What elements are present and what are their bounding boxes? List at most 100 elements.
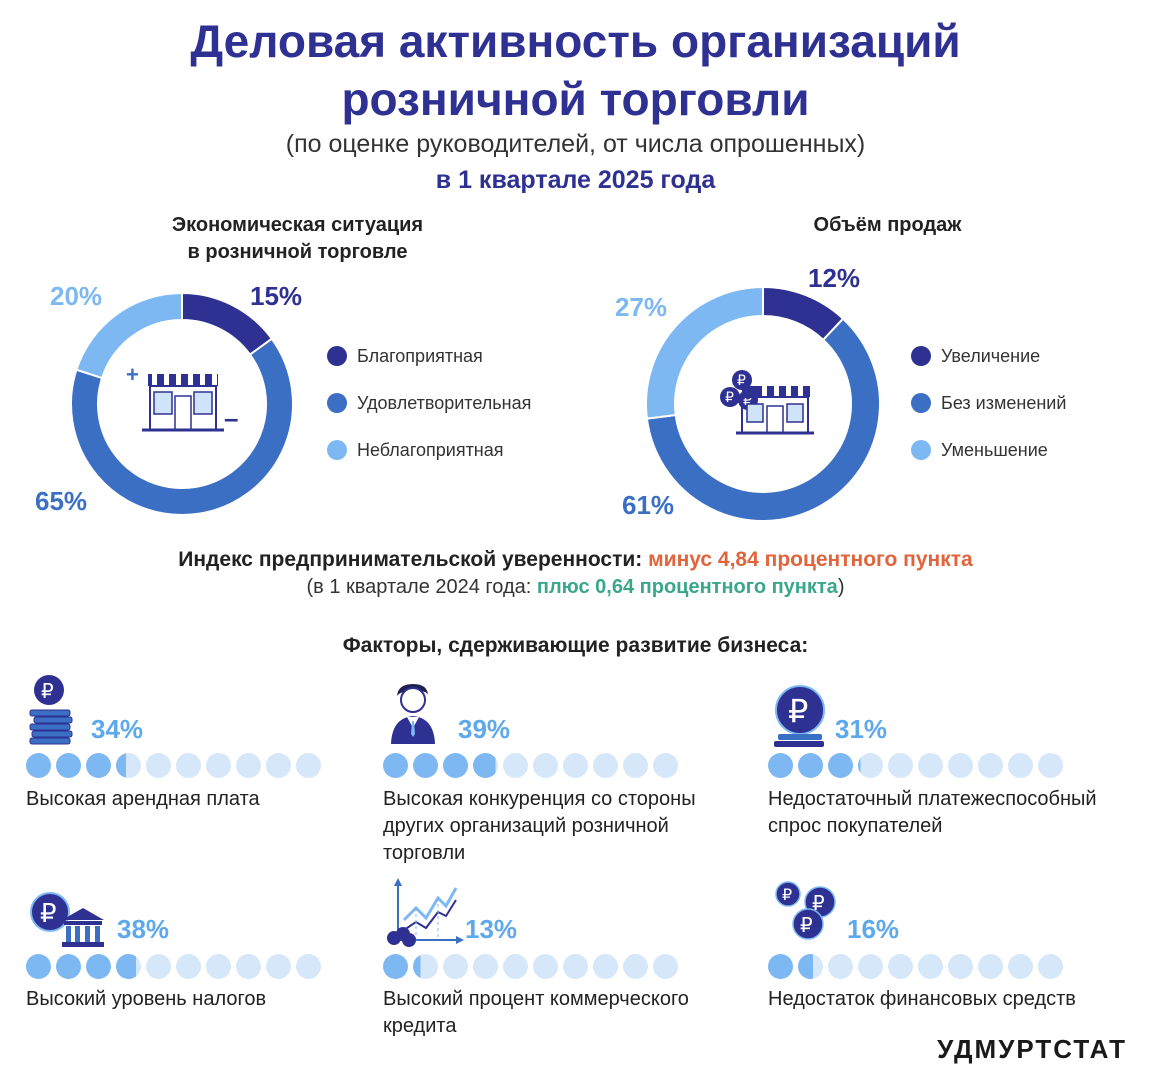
gauge-dot: [1038, 753, 1063, 778]
competitor-person-icon: [388, 680, 438, 751]
gauge-dot: [413, 753, 438, 778]
gauge-dot: [503, 753, 528, 778]
gauge-dot: [236, 954, 261, 979]
gauge-dot: [563, 753, 588, 778]
title-line-2: розничной торговли: [341, 73, 810, 125]
gauge-dot: [383, 954, 408, 979]
svg-text:₽: ₽: [788, 692, 808, 730]
legend-dot-dark: [911, 346, 931, 366]
factor-dot-gauge: [768, 753, 1068, 778]
legend-label: Благоприятная: [357, 345, 483, 366]
gauge-dot: [533, 753, 558, 778]
ruble-bank-icon: ₽: [30, 892, 108, 955]
gauge-dot: [623, 753, 648, 778]
chart2-slice-3: [645, 285, 764, 420]
store-coins-icon: ₽ ₽ ₽: [712, 364, 822, 449]
gauge-dot: [1038, 954, 1063, 979]
gauge-dot: [266, 954, 291, 979]
factor-dot-gauge: [768, 954, 1068, 979]
gauge-dot: [978, 954, 1003, 979]
gauge-dot: [653, 954, 678, 979]
legend-dot-mid: [911, 393, 931, 413]
factor-dot-gauge: [26, 753, 326, 778]
gauge-dot: [176, 954, 201, 979]
gauge-dot: [828, 753, 853, 778]
gauge-dot: [563, 954, 588, 979]
gauge-dot: [176, 753, 201, 778]
gauge-dot: [858, 753, 883, 778]
gauge-dot: [768, 954, 793, 979]
factor-percent: 13%: [465, 914, 518, 944]
gauge-dot: [768, 753, 793, 778]
legend-label: Неблагоприятная: [357, 439, 504, 460]
gauge-dot: [296, 954, 321, 979]
factor-percent: 38%: [117, 914, 170, 944]
gauge-dot: [86, 954, 111, 979]
svg-text:₽: ₽: [40, 899, 57, 929]
legend-dot-light: [327, 440, 347, 460]
gauge-dot: [443, 954, 468, 979]
gauge-dot: [1008, 954, 1033, 979]
svg-text:+: +: [126, 362, 139, 387]
gauge-dot: [56, 753, 81, 778]
gauge-dot: [593, 753, 618, 778]
legend-label: Увеличение: [941, 345, 1041, 366]
gauge-dot: [858, 954, 883, 979]
svg-text:₽: ₽: [782, 885, 792, 904]
factor-percent: 34%: [91, 714, 144, 744]
factors-title: Факторы, сдерживающие развитие бизнеса:: [342, 634, 809, 657]
factor-label: Высокий уровень налогов: [26, 988, 267, 1010]
chart2-title: Объём продаж: [813, 214, 962, 236]
chart1-title-line-1: Экономическая ситуация: [171, 214, 424, 236]
subtitle: (по оценке руководителей, от числа опрош…: [285, 130, 866, 158]
confidence-index: Индекс предпринимательской уверенности: …: [0, 548, 1151, 572]
svg-text:₽: ₽: [743, 393, 752, 409]
legend-dot-light: [911, 440, 931, 460]
gauge-dot: [266, 753, 291, 778]
gauge-dot: [978, 753, 1003, 778]
legend-label: Без изменений: [941, 392, 1067, 413]
legend-item-satisfactory: Удовлетворительная: [327, 391, 531, 415]
gauge-dot: [918, 954, 943, 979]
gauge-dot: [1008, 753, 1033, 778]
gauge-dot: [653, 753, 678, 778]
index-label: Индекс предпринимательской уверенности:: [178, 548, 643, 571]
factor-label: Недостаточный платежеспособный спрос пок…: [768, 788, 1097, 837]
index-prev-close: ): [837, 576, 845, 598]
legend-item-increase: Увеличение: [911, 344, 1066, 368]
confidence-index-previous: (в 1 квартале 2024 года: плюс 0,64 проце…: [0, 576, 1151, 599]
chart1-title-line-2: в розничной торговле: [187, 241, 408, 263]
gauge-dot: [146, 753, 171, 778]
gauge-dot: [503, 954, 528, 979]
gauge-dot: [413, 954, 438, 979]
chart1-slice-2: [70, 337, 294, 516]
factor-percent: 39%: [458, 714, 511, 744]
svg-text:₽: ₽: [812, 891, 825, 915]
legend-item-no-change: Без изменений: [911, 391, 1066, 415]
svg-text:₽: ₽: [800, 913, 813, 937]
chart1-legend: Благоприятная Удовлетворительная Неблаго…: [327, 344, 531, 462]
ruble-coins-icon: ₽ ₽ ₽: [772, 878, 842, 949]
gauge-dot: [473, 753, 498, 778]
chart1-slice-3: [75, 291, 183, 380]
chart2-label-decrease: 27%: [615, 292, 668, 322]
gauge-dot: [473, 954, 498, 979]
gauge-dot: [593, 954, 618, 979]
page-title: Деловая активность организаций розничной…: [0, 12, 1151, 128]
gauge-dot: [26, 753, 51, 778]
ruble-coin-icon: ₽: [770, 684, 830, 753]
gauge-dot: [86, 753, 111, 778]
chart1-title: Экономическая ситуация в розничной торго…: [130, 212, 465, 266]
gauge-dot: [623, 954, 648, 979]
brand-logo: УДМУРТСТАТ: [937, 1034, 1127, 1064]
gauge-dot: [888, 954, 913, 979]
factor-dot-gauge: [26, 954, 326, 979]
growth-chart-icon: [384, 878, 464, 953]
factor-label: Высокая конкуренция со стороны других ор…: [383, 788, 696, 864]
legend-item-unfavorable: Неблагоприятная: [327, 438, 531, 462]
gauge-dot: [26, 954, 51, 979]
svg-text:₽: ₽: [725, 390, 734, 406]
index-prev-value: плюс 0,64 процентного пункта: [536, 576, 838, 598]
chart2-slice-2: [645, 317, 881, 522]
